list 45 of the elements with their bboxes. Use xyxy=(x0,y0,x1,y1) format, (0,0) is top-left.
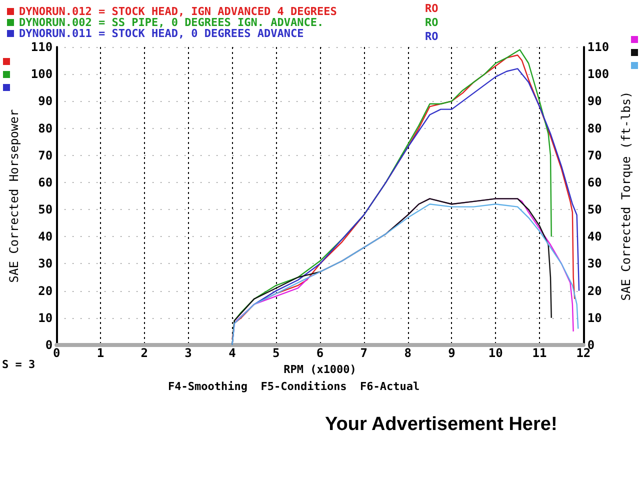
y-axis-title: SAE Corrected Horsepower xyxy=(7,109,21,283)
y-tick-label: 30 xyxy=(38,256,53,271)
text: Your Advertisement Here! xyxy=(325,414,558,436)
y-tick-label: 50 xyxy=(38,202,53,217)
y2-tick-label: 10 xyxy=(587,310,602,325)
y2-tick-label: 100 xyxy=(587,67,610,82)
y2-axis-title: SAE Corrected Torque (ft-lbs) xyxy=(619,91,633,301)
text: RO xyxy=(425,16,439,29)
x-tick-label: 1 xyxy=(96,346,104,360)
y-tick-label: 60 xyxy=(38,175,53,190)
x-tick-label: 8 xyxy=(404,346,412,360)
x-tick-label: 5 xyxy=(272,346,280,360)
y2-tick-label: 70 xyxy=(587,148,602,162)
text: F4-Smoothing F5-Conditions F6-Actual xyxy=(168,380,420,393)
legend-label: DYNORUN.002 = SS PIPE, 0 DEGREES IGN. ADVANCE. xyxy=(19,16,324,29)
x-tick-label: 11 xyxy=(532,346,547,360)
x-tick-label: 7 xyxy=(360,346,368,360)
y-tick-label: 20 xyxy=(38,284,53,298)
legend-label: DYNORUN.012 = STOCK HEAD, IGN ADVANCED 4 DEGREES xyxy=(19,5,337,18)
text: RO xyxy=(425,2,439,15)
y-tick-label: 70 xyxy=(38,148,53,162)
x-tick-label: 10 xyxy=(488,346,503,360)
y2-tick-label: 80 xyxy=(587,121,602,136)
y-tick-label: 10 xyxy=(38,310,53,325)
y-tick-label: 100 xyxy=(30,67,53,82)
y-tick-label: 40 xyxy=(38,230,53,244)
y2-tick-label: 60 xyxy=(587,175,602,190)
x-tick-label: 2 xyxy=(140,346,148,360)
y2-tick-label: 110 xyxy=(587,40,610,54)
text: RO xyxy=(425,30,439,43)
x-tick-label: 4 xyxy=(228,346,236,360)
text: S = 3 xyxy=(2,358,36,371)
y2-tick-label: 50 xyxy=(587,202,602,217)
y2-tick-label: 20 xyxy=(587,284,602,298)
x-tick-label: 3 xyxy=(184,346,192,360)
x-tick-label: 9 xyxy=(448,346,456,360)
y2-tick-label: 90 xyxy=(587,94,602,108)
y-tick-label: 110 xyxy=(30,40,53,54)
y-tick-label: 80 xyxy=(38,121,53,136)
y2-tick-label: 40 xyxy=(587,230,602,244)
y-tick-label: 90 xyxy=(38,94,53,108)
x-axis-title: RPM (x1000) xyxy=(284,362,356,376)
x-tick-label: 6 xyxy=(316,346,324,360)
y2-tick-label: 30 xyxy=(587,256,602,271)
legend-label: DYNORUN.011 = STOCK HEAD, 0 DEGREES ADVANCE xyxy=(19,27,304,40)
